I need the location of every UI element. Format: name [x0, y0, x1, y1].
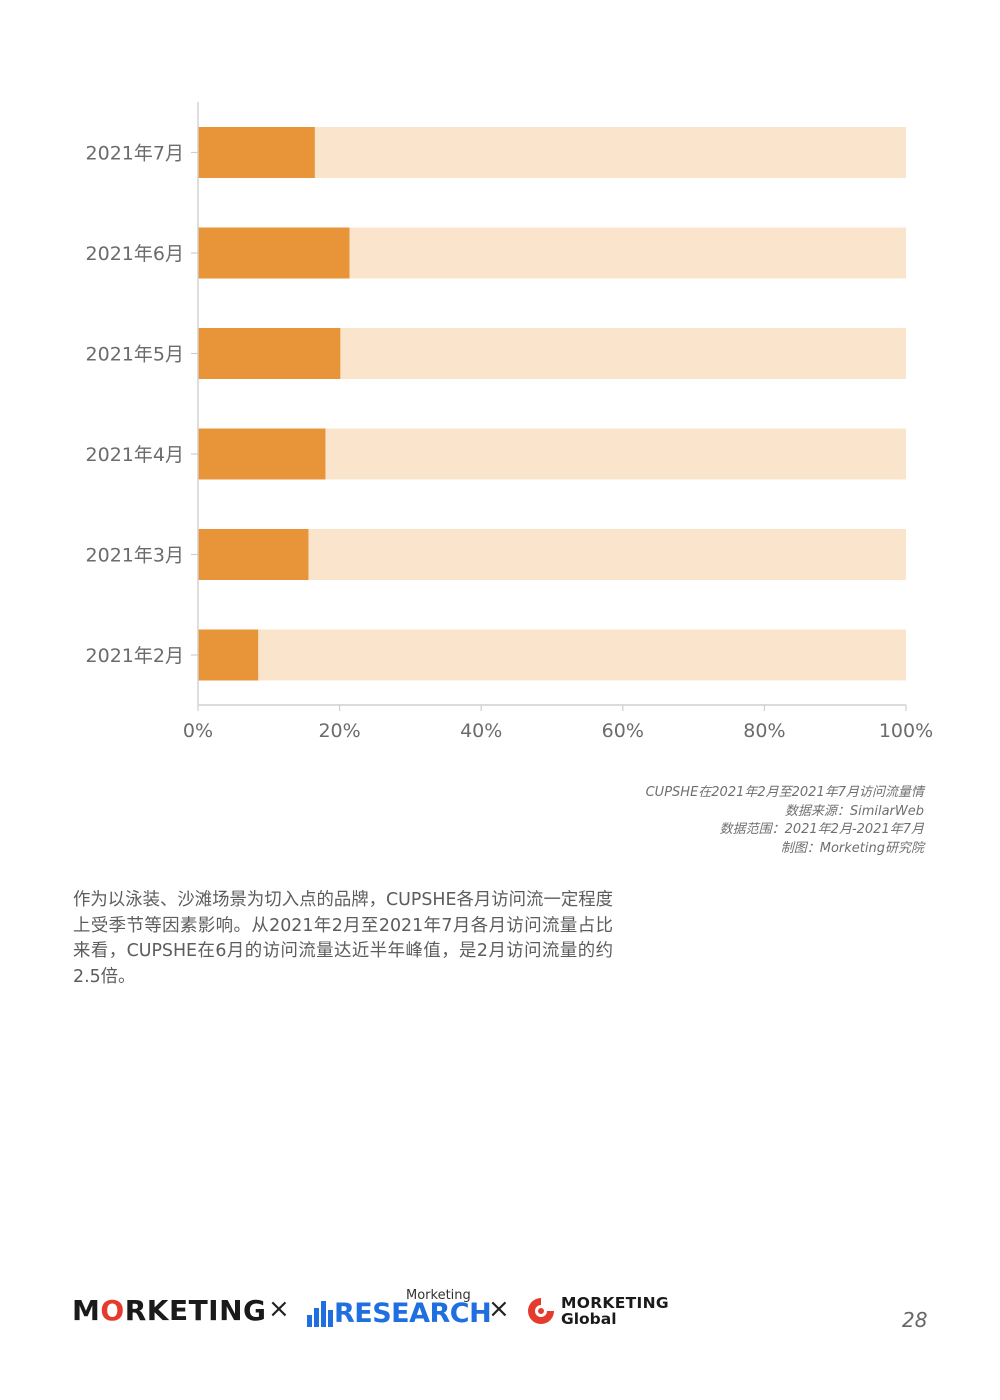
x-tick-label: 100% [879, 720, 933, 742]
bar-value [198, 328, 341, 379]
body-paragraph: 作为以泳装、沙滩场景为切入点的品牌，CUPSHE各月访问流一定程度上受季节等因素… [73, 890, 614, 987]
logo-rest: RKETING [124, 1294, 267, 1327]
bar-remainder [198, 629, 906, 681]
bar-chart-icon [307, 1301, 333, 1327]
category-label: 2021年2月 [86, 645, 184, 667]
labels-layer: 2021年7月 2021年6月 2021年5月 2021年4月 2021年3月 2021年… [86, 143, 934, 743]
category-label: 2021年5月 [86, 344, 184, 366]
global-logo-line2: Global [561, 1310, 617, 1328]
research-logo: Morketing RESEARCH [306, 1286, 492, 1336]
global-swirl-icon [528, 1298, 554, 1324]
bars-layer [198, 127, 906, 681]
bar-value [198, 227, 350, 279]
category-label: 2021年4月 [86, 444, 184, 466]
research-logo-small: Morketing [406, 1288, 471, 1303]
chart-caption: CUPSHE在2021年2月至2021年7月访问流量情 数据来源：Similar… [646, 784, 924, 858]
logo-o-mark: O [100, 1294, 125, 1327]
logo-letter-m: M [72, 1294, 101, 1327]
morketing-logo: MORKETING [72, 1294, 267, 1327]
axis-layer [191, 102, 907, 711]
caption-source: 数据来源：SimilarWeb [784, 803, 924, 819]
category-label: 2021年3月 [86, 545, 184, 567]
x-tick-label: 80% [743, 720, 785, 742]
bar-value [198, 529, 309, 580]
x-tick-label: 40% [460, 720, 502, 742]
morketing-global-logo: MORKETING Global [526, 1294, 686, 1334]
page-number: 28 [902, 1308, 928, 1332]
bar-chart: 2021年7月 2021年6月 2021年5月 2021年4月 2021年3月 2021年… [86, 102, 934, 743]
times-symbol: × [268, 1294, 290, 1324]
footer: MORKETING × Morketing RESEARCH × MORKETI… [0, 1280, 1000, 1350]
bar-value [198, 127, 315, 178]
x-tick-label: 20% [318, 720, 360, 742]
research-logo-word: RESEARCH [334, 1298, 492, 1329]
x-tick-label: 0% [183, 720, 213, 742]
caption-range: 数据范围：2021年2月-2021年7月 [719, 822, 924, 837]
global-logo-line1: MORKETING [561, 1294, 669, 1312]
category-label: 2021年6月 [86, 243, 184, 265]
times-symbol: × [488, 1294, 510, 1324]
bar-remainder [198, 529, 906, 580]
caption-author: 制图：Morketing研究院 [780, 840, 924, 856]
x-tick-label: 60% [602, 720, 644, 742]
bar-remainder [198, 127, 906, 178]
bar-value [198, 428, 326, 480]
bar-value [198, 629, 259, 681]
caption-title: CUPSHE在2021年2月至2021年7月访问流量情 [645, 785, 924, 800]
category-label: 2021年7月 [86, 143, 184, 165]
